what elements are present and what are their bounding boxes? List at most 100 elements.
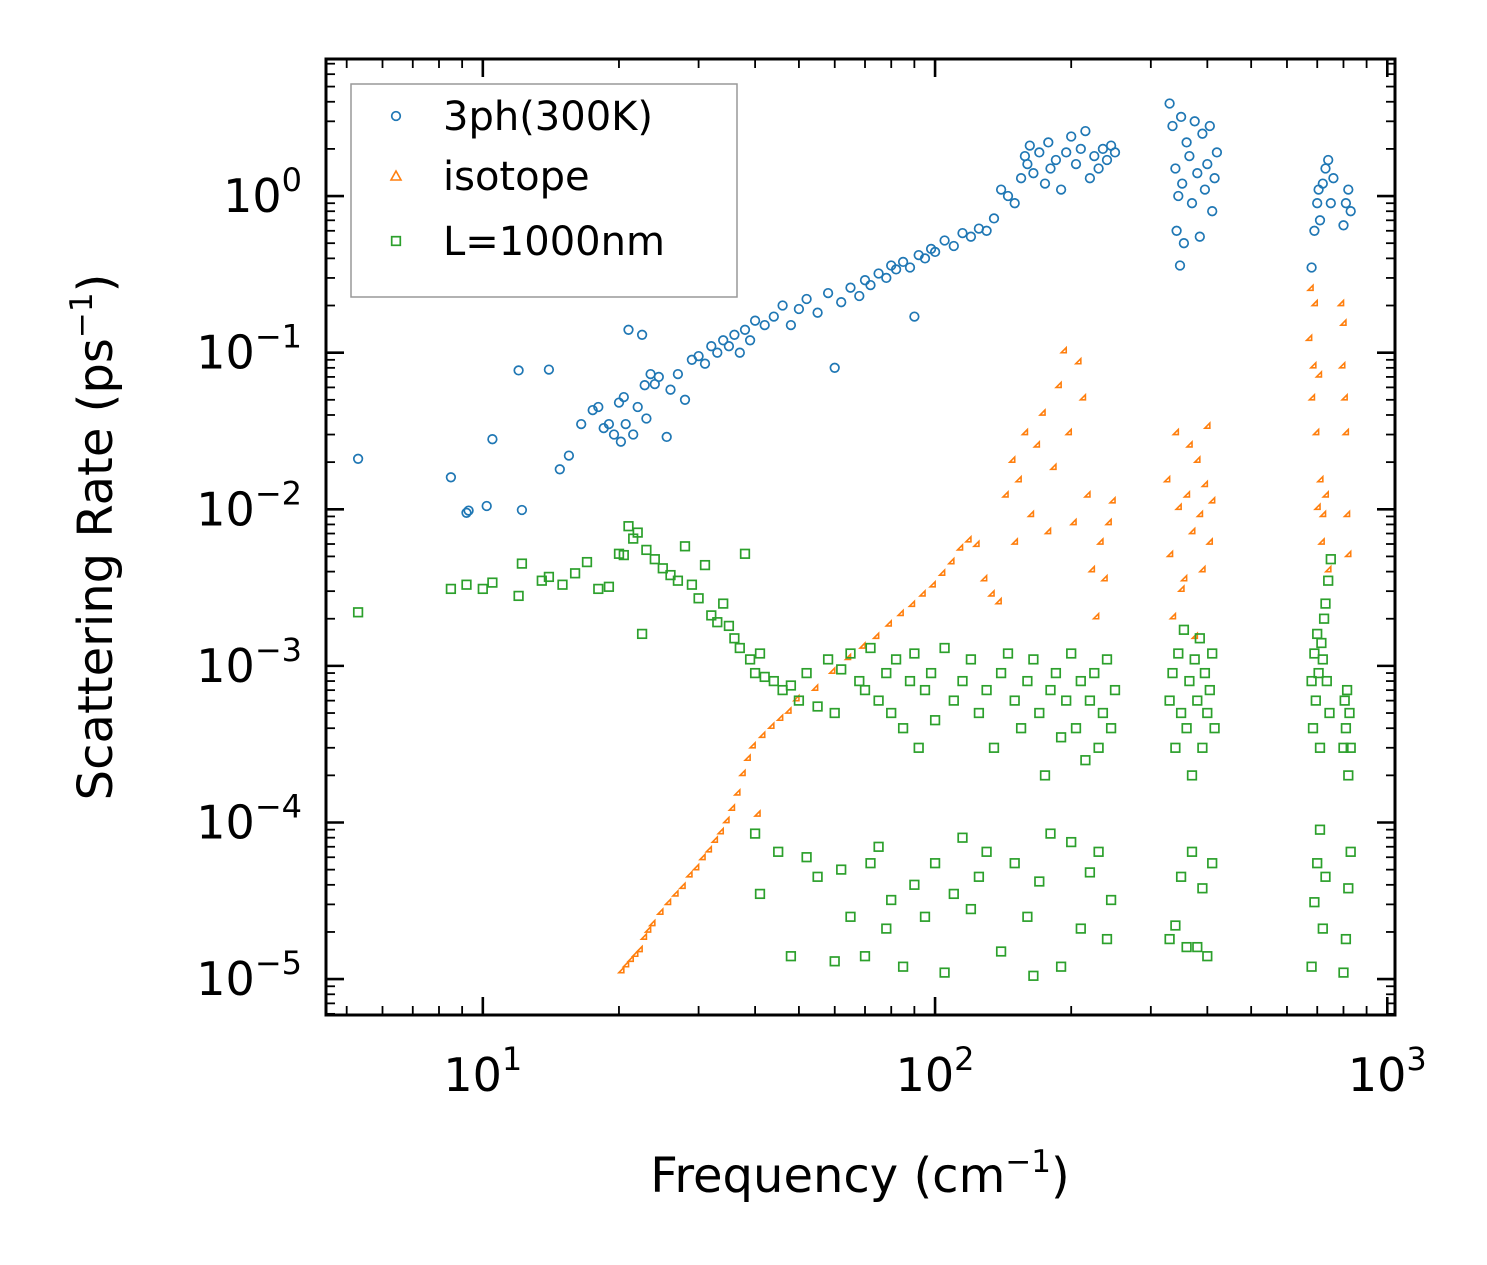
data-point	[785, 951, 797, 962]
data-point	[1192, 455, 1201, 463]
data-point	[1066, 836, 1077, 848]
data-point	[1207, 206, 1218, 217]
data-point	[1343, 549, 1352, 558]
data-point	[1186, 846, 1198, 857]
data-point	[623, 324, 634, 335]
data-point	[929, 858, 941, 869]
data-point	[1338, 220, 1349, 231]
data-point	[829, 956, 840, 967]
data-point	[865, 858, 876, 869]
data-point	[1340, 392, 1348, 401]
data-point	[1020, 427, 1029, 436]
data-point	[623, 521, 634, 532]
data-point	[1325, 554, 1336, 565]
data-point	[1204, 120, 1215, 132]
data-point	[1108, 495, 1116, 504]
data-point	[1179, 573, 1188, 582]
data-point	[1321, 489, 1330, 498]
data-point	[1089, 667, 1100, 679]
data-point	[630, 949, 639, 958]
data-point	[1304, 333, 1313, 342]
data-series-layer	[352, 98, 1356, 981]
data-point	[686, 579, 698, 590]
legend-label: L=1000nm	[443, 219, 665, 265]
data-point	[684, 869, 693, 878]
y-tick-label: 100	[223, 161, 302, 223]
x-tick-base: 10	[443, 1048, 502, 1102]
y-tick-exponent: −1	[255, 318, 302, 356]
data-point	[1170, 163, 1181, 174]
data-point	[734, 642, 745, 654]
x-tick-labels: 101 102 103	[443, 1040, 1426, 1102]
data-point	[754, 888, 766, 900]
y-tick-base: 10	[196, 795, 255, 849]
data-point	[1323, 564, 1332, 573]
data-point	[988, 742, 1000, 753]
data-point	[1097, 707, 1109, 719]
legend-marker	[390, 235, 402, 247]
data-point	[1195, 509, 1204, 518]
data-point	[1174, 260, 1186, 271]
data-point	[698, 852, 706, 861]
data-point	[749, 315, 761, 326]
data-point	[727, 803, 736, 811]
data-point	[1318, 613, 1330, 624]
data-point	[963, 534, 972, 543]
data-point	[801, 667, 812, 679]
data-point	[576, 418, 587, 430]
data-point	[793, 695, 805, 706]
data-point	[665, 569, 676, 581]
data-point	[1343, 883, 1354, 894]
data-point	[723, 341, 735, 352]
data-point	[621, 959, 630, 968]
data-point	[672, 368, 684, 380]
data-point	[785, 319, 797, 331]
data-point	[865, 642, 876, 654]
data-point	[710, 835, 719, 843]
data-point	[836, 297, 847, 308]
data-point	[845, 648, 856, 659]
data-point	[1167, 667, 1178, 679]
data-point	[881, 667, 892, 679]
data-point	[929, 246, 941, 258]
plot-frame	[324, 57, 1397, 1017]
data-point	[1184, 150, 1195, 162]
data-point	[593, 401, 604, 413]
data-point	[569, 568, 581, 579]
data-point	[768, 311, 779, 322]
data-point	[785, 680, 797, 691]
data-point	[1061, 695, 1072, 706]
y-tick-base: 10	[223, 169, 282, 223]
data-point	[513, 365, 524, 376]
data-point	[1345, 846, 1356, 857]
data-point	[603, 418, 615, 430]
data-point	[919, 911, 931, 922]
data-point	[971, 539, 980, 548]
data-point	[1066, 131, 1077, 142]
data-point	[1101, 933, 1113, 945]
data-point	[1209, 723, 1220, 734]
data-point	[749, 667, 761, 679]
data-point	[1340, 723, 1352, 734]
data-point	[1007, 455, 1016, 463]
data-point	[1336, 298, 1345, 307]
data-point	[829, 707, 840, 719]
data-point	[729, 633, 740, 644]
data-point	[1310, 695, 1321, 706]
data-point	[1339, 695, 1350, 706]
data-point	[1165, 549, 1174, 558]
y-tick-base: 10	[196, 952, 255, 1006]
data-point	[957, 675, 968, 687]
data-point	[783, 706, 792, 714]
data-point	[704, 844, 713, 853]
data-point	[1315, 474, 1324, 483]
data-point	[1314, 369, 1323, 378]
data-point	[890, 654, 902, 665]
y-tick-label: 10−1	[196, 318, 302, 380]
data-point	[1069, 517, 1077, 526]
data-point	[854, 675, 865, 687]
data-point	[939, 967, 950, 978]
data-point	[1173, 648, 1184, 659]
data-point	[1314, 742, 1326, 753]
data-point	[1105, 723, 1117, 734]
